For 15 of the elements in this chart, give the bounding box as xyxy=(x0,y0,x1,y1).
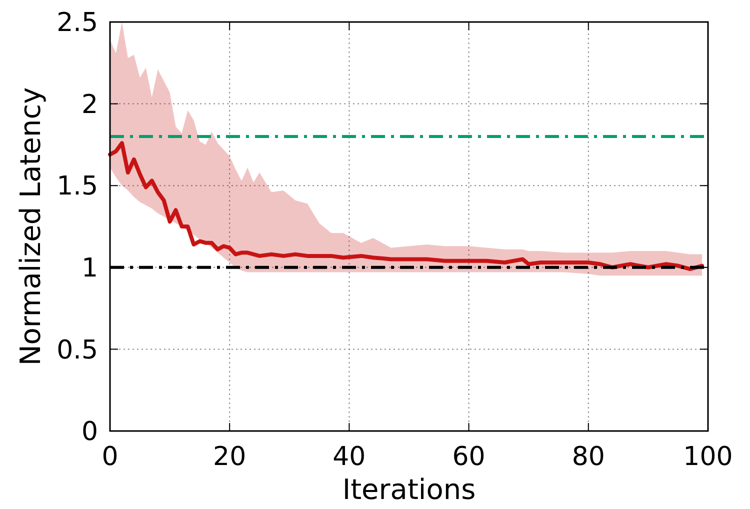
x-tick-label: 60 xyxy=(452,442,486,472)
y-tick-label: 0 xyxy=(81,417,98,448)
y-tick-label: 0.5 xyxy=(56,335,98,366)
x-tick-label: 0 xyxy=(102,442,118,472)
y-tick-label: 1 xyxy=(81,254,98,284)
x-axis-title: Iterations xyxy=(342,473,476,506)
y-tick-label: 2 xyxy=(81,90,98,120)
x-tick-label: 20 xyxy=(213,442,246,472)
y-tick-label: 1.5 xyxy=(56,172,98,202)
y-tick-label: 2.5 xyxy=(56,8,98,38)
y-axis-title: Normalized Latency xyxy=(14,87,47,366)
line-series xyxy=(108,141,704,272)
x-tick-label: 80 xyxy=(572,442,605,472)
x-tick-label: 40 xyxy=(332,442,366,472)
x-tick-label: 100 xyxy=(683,442,733,472)
